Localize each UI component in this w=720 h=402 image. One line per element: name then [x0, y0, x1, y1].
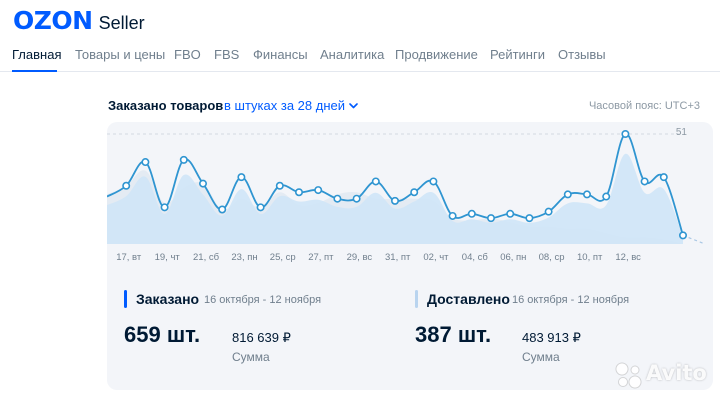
ordered-sum: 816 639 ₽ — [232, 330, 291, 345]
delivered-accent-bar — [415, 290, 418, 308]
x-tick-label: 19, чт — [155, 252, 181, 263]
data-point — [525, 214, 534, 223]
x-tick-label: 10, пт — [577, 252, 603, 263]
x-tick-label: 02, чт — [423, 252, 449, 263]
data-point — [371, 177, 380, 186]
data-point — [237, 173, 246, 182]
data-point — [582, 190, 591, 199]
x-tick-label: 17, вт — [116, 252, 142, 263]
ordered-accent-bar — [124, 290, 127, 308]
avito-logo-icon — [615, 362, 642, 389]
nav-item-fbo[interactable]: FBO — [174, 47, 201, 62]
data-point — [275, 181, 284, 190]
data-point — [410, 188, 419, 197]
delivered-sum: 483 913 ₽ — [522, 330, 581, 345]
delivered-title: Доставлено — [427, 291, 510, 307]
x-tick-label: 06, пн — [500, 252, 526, 263]
ozon-seller-logo[interactable]: OZON Seller — [13, 7, 145, 37]
delivered-sum-label: Сумма — [522, 350, 560, 364]
ordered-count: 659 шт. — [124, 322, 201, 347]
data-point — [563, 190, 572, 199]
delivered-period: 16 октября - 12 ноября — [512, 294, 630, 306]
x-tick-label: 25, ср — [270, 252, 296, 263]
nav-item-products[interactable]: Товары и цены — [75, 47, 166, 62]
active-tab-indicator — [12, 70, 57, 72]
ordered-title: Заказано — [136, 291, 200, 307]
data-point — [352, 194, 361, 203]
data-point — [506, 209, 515, 218]
ordered-period: 16 октября - 12 ноября — [204, 294, 322, 306]
data-point — [448, 211, 457, 220]
logo-product: Seller — [98, 13, 145, 33]
ordered-summary: Заказано 16 октября - 12 ноября 659 шт. … — [124, 288, 384, 378]
delivered-summary: Доставлено 16 октября - 12 ноября 387 шт… — [415, 288, 705, 378]
data-point — [256, 203, 265, 212]
data-point — [486, 214, 495, 223]
nav-item-reviews[interactable]: Отзывы — [558, 47, 606, 62]
x-tick-label: 23, пн — [231, 252, 257, 263]
nav-item-promotion[interactable]: Продвижение — [395, 47, 478, 62]
x-tick-label: 04, сб — [462, 252, 489, 263]
period-dropdown-label: в штуках за 28 дней — [224, 98, 345, 113]
nav-item-home[interactable]: Главная — [12, 47, 62, 62]
orders-line-chart: 17, вт 19, чт 21, сб 23, пн 25, ср 27, пт 29, … — [107, 130, 706, 263]
data-point — [141, 158, 150, 167]
x-tick-label: 21, сб — [193, 252, 220, 263]
data-point — [314, 186, 323, 195]
nav-item-ratings[interactable]: Рейтинги — [490, 47, 545, 62]
data-point — [122, 181, 131, 190]
data-point — [659, 173, 668, 182]
main-nav: Главная Товары и цены FBO FBS Финансы Ан… — [0, 44, 720, 72]
avito-watermark-text: Avito — [646, 361, 707, 385]
data-point — [621, 130, 630, 139]
data-point — [429, 177, 438, 186]
x-tick-label: 29, вс — [347, 252, 373, 263]
orders-chart-card: 17, вт 19, чт 21, сб 23, пн 25, ср 27, пт 29, … — [107, 122, 713, 390]
y-max-label: 51 — [675, 127, 687, 138]
chevron-down-icon — [349, 102, 358, 108]
timezone-label: Часовой пояс: UTC+3 — [588, 100, 700, 112]
data-point — [179, 155, 188, 164]
data-point — [544, 207, 553, 216]
app-header: OZON Seller — [0, 0, 720, 44]
data-point — [295, 188, 304, 197]
data-point — [160, 203, 169, 212]
data-point — [218, 205, 227, 214]
chart-title: Заказано товаров — [108, 98, 224, 113]
ordered-sum-label: Сумма — [232, 350, 270, 364]
x-tick-label: 12, вс — [615, 252, 641, 263]
data-point — [678, 231, 687, 240]
avito-watermark: Avito — [614, 357, 718, 397]
nav-item-analytics[interactable]: Аналитика — [320, 47, 385, 62]
data-point — [640, 177, 649, 186]
data-point — [333, 194, 342, 203]
nav-item-finance[interactable]: Финансы — [253, 47, 308, 62]
x-tick-label: 31, пт — [385, 252, 411, 263]
x-tick-label: 27, пт — [308, 252, 334, 263]
data-point — [467, 209, 476, 218]
forecast-tail — [682, 234, 706, 245]
nav-item-fbs[interactable]: FBS — [214, 47, 240, 62]
data-point — [390, 196, 399, 205]
data-point — [602, 192, 611, 201]
delivered-count: 387 шт. — [415, 322, 492, 347]
series-area — [107, 153, 683, 244]
data-point — [199, 179, 208, 188]
x-tick-label: 08, ср — [539, 252, 565, 263]
logo-brand: OZON — [13, 6, 93, 35]
period-dropdown[interactable]: в штуках за 28 дней — [224, 98, 358, 113]
